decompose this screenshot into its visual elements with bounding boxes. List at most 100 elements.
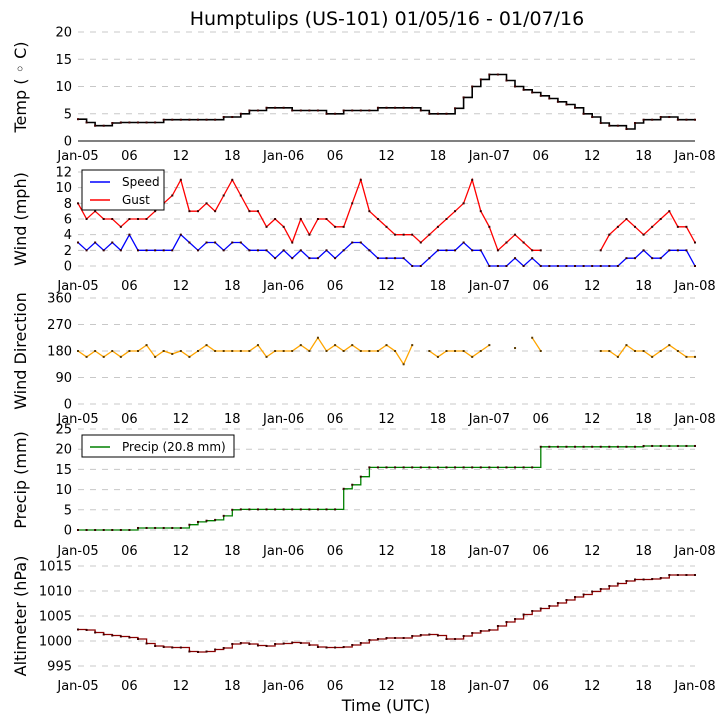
x-tick-label: 06: [121, 279, 138, 294]
data-point: [214, 350, 217, 352]
data-point: [394, 350, 397, 352]
data-point: [196, 350, 199, 352]
y-tick-label: 15: [55, 53, 72, 68]
data-point: [316, 646, 319, 648]
data-point: [239, 112, 242, 115]
data-point: [256, 644, 259, 647]
data-point: [462, 350, 465, 352]
data-point: [351, 202, 354, 205]
data-point: [479, 466, 482, 469]
x-tick-label: 18: [635, 412, 652, 427]
data-point: [385, 344, 388, 347]
data-point: [179, 118, 182, 121]
data-point: [582, 593, 585, 596]
data-point: [556, 602, 559, 604]
data-point: [274, 508, 277, 511]
data-point: [428, 633, 431, 636]
data-point: [599, 445, 602, 448]
data-point: [488, 629, 491, 631]
data-point: [205, 202, 208, 205]
data-point: [214, 210, 217, 213]
data-point: [351, 644, 354, 646]
data-point: [265, 225, 268, 228]
data-point: [222, 350, 225, 352]
data-point: [599, 122, 602, 125]
data-point: [471, 466, 474, 469]
data-point: [651, 355, 654, 358]
data-point: [128, 529, 131, 531]
data-point: [256, 508, 259, 511]
data-point: [419, 634, 422, 636]
series-line-gust: [77, 177, 696, 252]
y-tick-label: 5: [64, 107, 72, 122]
x-tick-label: 18: [224, 679, 241, 694]
data-point: [445, 638, 448, 640]
data-point: [162, 118, 165, 121]
data-point: [488, 73, 491, 76]
data-point: [634, 122, 637, 125]
data-point: [359, 178, 362, 181]
data-point: [462, 202, 465, 205]
data-point: [454, 350, 457, 352]
data-point: [514, 85, 517, 88]
data-point: [239, 241, 242, 244]
data-point: [625, 580, 628, 582]
data-point: [342, 350, 345, 352]
x-tick-label: 18: [635, 679, 652, 694]
data-point: [394, 466, 397, 469]
data-point: [316, 218, 319, 220]
data-point: [445, 466, 448, 469]
data-point: [102, 124, 105, 127]
y-tick-label: 25: [55, 423, 72, 438]
data-point: [394, 106, 397, 109]
data-point: [488, 225, 491, 228]
data-point: [565, 445, 568, 448]
data-point: [591, 265, 594, 267]
data-point: [462, 241, 465, 244]
data-point: [651, 257, 654, 260]
data-point: [539, 265, 542, 267]
data-point: [385, 466, 388, 469]
x-tick-label: 18: [635, 544, 652, 559]
data-point: [419, 109, 422, 112]
data-point: [248, 249, 251, 252]
data-point: [454, 210, 457, 213]
data-point: [479, 350, 482, 352]
data-point: [136, 638, 139, 640]
data-point: [299, 249, 302, 252]
data-point: [179, 350, 182, 352]
data-point: [196, 249, 199, 252]
series-line-altimeter: [78, 574, 695, 653]
data-point: [668, 344, 671, 347]
data-point: [119, 225, 122, 228]
data-point: [77, 628, 79, 631]
data-point: [111, 529, 114, 531]
data-point: [119, 249, 122, 252]
data-point: [634, 225, 637, 228]
data-point: [402, 637, 405, 639]
x-tick-label: 06: [327, 679, 344, 694]
data-point: [694, 574, 696, 576]
data-point: [505, 466, 508, 469]
data-point: [282, 350, 285, 352]
x-tick-label: Jan-08: [673, 544, 715, 559]
data-point: [676, 350, 679, 352]
data-point: [694, 118, 696, 121]
data-point: [265, 106, 268, 109]
data-point: [222, 194, 225, 197]
data-point: [522, 241, 525, 244]
data-point: [376, 218, 379, 220]
data-point: [471, 632, 474, 634]
data-point: [574, 265, 577, 267]
data-point: [282, 106, 285, 109]
data-point: [694, 241, 696, 244]
data-point: [428, 350, 431, 352]
data-point: [188, 523, 191, 526]
data-point: [85, 121, 88, 124]
y-tick-label: 270: [47, 318, 72, 333]
data-point: [479, 78, 482, 81]
data-point: [325, 249, 328, 252]
data-point: [85, 249, 88, 252]
data-point: [102, 218, 105, 220]
